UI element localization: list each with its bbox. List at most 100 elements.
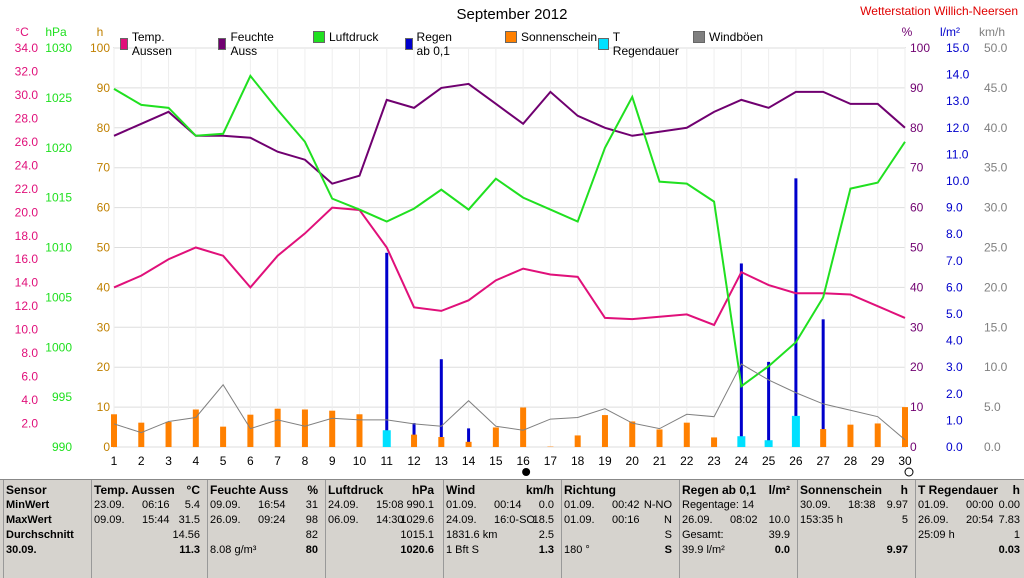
x-tick-label: 29 [871,454,885,468]
stats-cell: 06:16 [142,499,170,511]
stats-row: 11.3 [94,544,204,559]
x-tick-label: 2 [138,454,145,468]
axis-tick-temp: 4.0 [21,393,38,407]
x-tick-label: 6 [247,454,254,468]
x-tick-label: 10 [353,454,367,468]
axis-tick-hpa: 1025 [45,91,72,105]
stats-cell: 1 Bft S [446,544,479,556]
legend-swatch [505,31,517,43]
stats-separator [207,480,208,578]
stats-header: Temp. Aussen [94,483,175,497]
x-tick-label: 20 [626,454,640,468]
axis-tick-kmh: 10.0 [984,360,1008,374]
stats-cell: 39.9 l/m² [682,544,725,556]
axis-tick-hpa: 1000 [45,340,72,354]
weather-chart: 2.04.06.08.010.012.014.016.018.020.022.0… [0,0,1024,479]
stats-cell: 1020.6 [400,544,434,556]
stats-cell: 18:38 [848,499,876,511]
stats-cell: 2.5 [539,529,554,541]
x-tick-label: 16 [516,454,530,468]
axis-tick-lm2: 11.0 [946,147,969,161]
x-tick-label: 17 [544,454,558,468]
full-moon-icon [905,468,913,476]
stats-cell: 23.09. [94,499,125,511]
stats-row: 180 °S [564,544,676,559]
axis-tick-temp: 26.0 [15,135,39,149]
stats-cell: 00:14 [494,499,522,511]
bar-2 [737,436,745,447]
x-tick-label: 9 [329,454,336,468]
axis-tick-pct: 50 [910,241,924,255]
stats-cell: 153:35 h [800,514,843,526]
axis-tick-kmh: 5.0 [984,400,1001,414]
stats-cell: 5.4 [185,499,200,511]
axis-tick-hpa: 1030 [45,41,72,55]
stats-row: MaxWert [6,514,90,529]
legend-item: Sonnenschein [505,30,597,44]
axis-tick-pct: 80 [910,121,924,135]
stats-header: Wind [446,483,475,497]
stats-label: MinWert [6,499,49,511]
x-tick-label: 7 [274,454,281,468]
stats-cell: 26.09. [918,514,949,526]
stats-cell: 00:00 [966,499,994,511]
stats-cell: 24.09. [446,514,477,526]
stats-header: Sensor [6,483,47,497]
stats-row: 1015.1 [328,529,438,544]
legend-label: Temp. Aussen [132,30,176,58]
stats-cell: 00:16 [612,514,640,526]
axis-tick-pct: 40 [910,280,924,294]
bar-1 [111,414,117,447]
stats-label: 30.09. [6,544,37,556]
stats-unit: l/m² [769,483,790,497]
axis-tick-lm2: 3.0 [946,360,963,374]
axis-tick-h: 50 [97,241,111,255]
axis-tick-lm2: 6.0 [946,280,963,294]
stats-cell: Gesamt: [682,529,724,541]
x-tick-label: 27 [816,454,830,468]
legend-item: Temp. Aussen [120,30,176,58]
bar-1 [820,429,826,447]
axis-tick-h: 40 [97,280,111,294]
axis-tick-pct: 30 [910,320,924,334]
stats-cell: 16:54 [258,499,286,511]
axis-tick-lm2: 4.0 [946,334,963,348]
x-tick-label: 18 [571,454,585,468]
axis-tick-lm2: 1.0 [946,413,963,427]
axis-tick-temp: 12.0 [15,299,39,313]
legend-swatch [120,38,128,50]
stats-cell: S [665,544,672,556]
stats-cell: 15:44 [142,514,170,526]
stats-cell: N-NO [644,499,672,511]
bar-1 [711,437,717,447]
stats-cell: 24.09. [328,499,359,511]
stats-row: 0.03 [918,544,1024,559]
stats-row: 23.09. 06:16 5.4 [94,499,204,514]
stats-label: Durchschnitt [6,529,74,541]
axis-tick-temp: 32.0 [15,64,39,78]
x-tick-label: 14 [462,454,476,468]
axis-tick-lm2: 5.0 [946,307,963,321]
axis-tick-pct: 10 [910,400,924,414]
axis-tick-lm2: 9.0 [946,201,963,215]
stats-cell: 0.0 [775,544,790,556]
stats-cell: 1831.6 km [446,529,497,541]
stats-cell: 09.09. [210,499,241,511]
axis-tick-lm2: 15.0 [946,41,970,55]
axis-tick-h: 20 [97,360,111,374]
legend-swatch [598,38,609,50]
x-tick-label: 13 [435,454,449,468]
stats-row: 82 [210,529,322,544]
axis-tick-kmh: 35.0 [984,161,1008,175]
stats-cell: 31 [306,499,318,511]
axis-tick-lm2: 2.0 [946,387,963,401]
stats-header: Sonnenschein [800,483,882,497]
axis-unit-lm2: l/m² [940,25,960,39]
stats-cell: 82 [306,529,318,541]
stats-header: Feuchte Auss [210,483,288,497]
axis-tick-h: 0 [103,440,110,454]
axis-tick-temp: 28.0 [15,111,39,125]
